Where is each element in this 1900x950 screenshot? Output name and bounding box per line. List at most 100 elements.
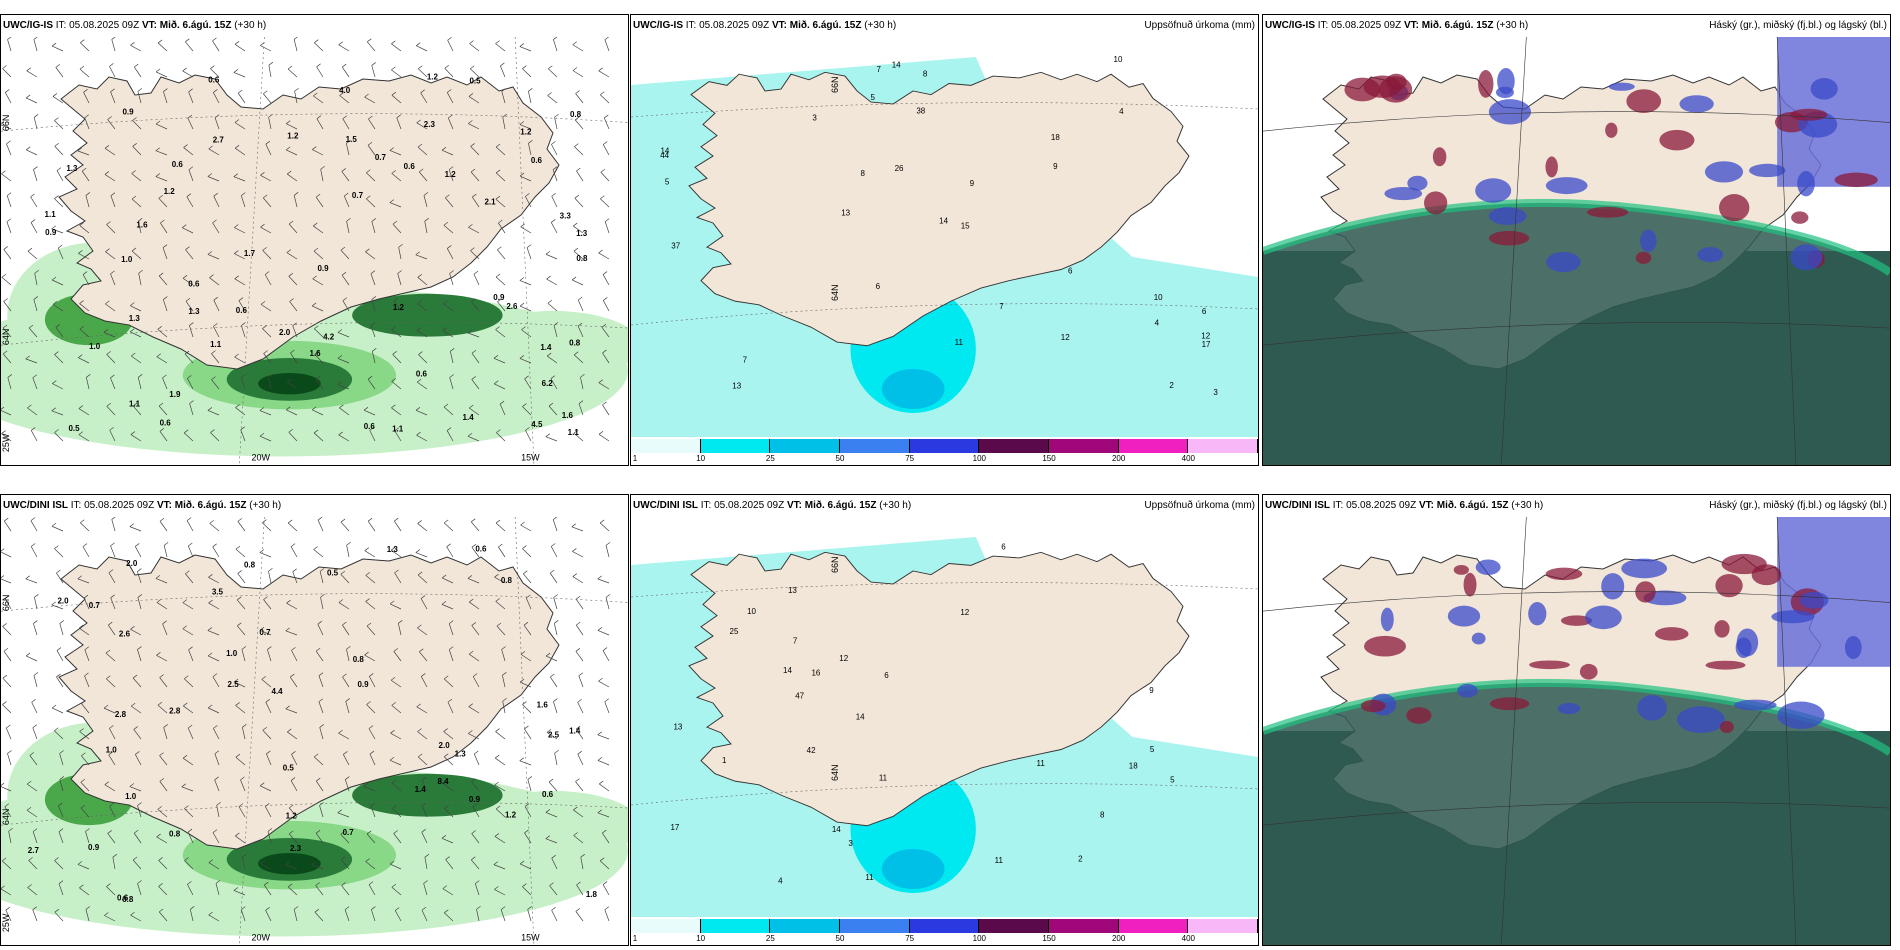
colorbar: 1 10 25 50 75 100 150 200 400 [631,439,1258,465]
precip-value: 0.6 [208,75,220,84]
colorbar-tick: 400 [1181,454,1196,463]
accum-value: 16 [811,669,820,678]
lead-time: (+30 h) [1511,500,1544,511]
iceland-land [688,71,1190,347]
panel-dini-wind-precip: UWC/DINI ISL IT: 05.08.2025 09Z VT: Mið.… [0,494,629,946]
panel-dini-accum-precip: UWC/DINI ISL IT: 05.08.2025 09Z VT: Mið.… [630,494,1259,946]
it-value: 05.08.2025 09Z [699,20,770,31]
colorbar-tick: 25 [765,454,775,463]
panel-title: Háský (gr.), miðský (fj.bl.) og lágský (… [1709,20,1887,31]
axis-label: 66N [830,556,840,573]
wind-barbs [1,517,611,922]
precip-value: 1.5 [346,135,358,144]
colorbar-swatch [1188,439,1258,453]
axis-label: 66N [1,595,11,612]
precip-value: 0.9 [357,680,369,689]
precip-value: 2.6 [119,629,131,638]
colorbar-tick: 100 [972,454,987,463]
precip-value: 0.5 [68,424,80,433]
precip-value: 1.2 [287,131,299,140]
iceland-land [688,551,1190,827]
model-label: UWC/DINI ISL [3,500,68,511]
accum-value: 13 [788,586,797,595]
it-label: IT: [700,500,712,511]
accum-value: 14 [892,61,901,70]
precip-value: 0.6 [404,162,416,171]
precip-value: 0.6 [117,893,129,902]
accum-value: 12 [960,608,969,617]
accum-value: 26 [895,164,904,173]
precip-value: 3.5 [212,587,224,596]
accum-value: 12 [1061,333,1070,342]
vt-label: VT: Mið. 6.ágú. 15Z [786,500,877,511]
map-svg: 66N 64N 25W 20W 15W 3.3 0.6 1.3 1.7 0.8 0.6 1.2 1.4 1… [1,37,628,465]
colorbar-swatch [840,439,910,453]
accum-value: 5 [871,93,876,102]
it-label: IT: [1317,20,1329,31]
accum-value: 25 [730,627,739,636]
accum-value: 14 [832,825,841,834]
accum-value: 4 [778,876,783,885]
precip-value: 1.3 [188,307,200,316]
model-label: UWC/IG-IS [633,20,683,31]
iceland-land [58,74,560,370]
accum-value: 15 [961,221,970,230]
colorbar-tick: 10 [696,934,706,943]
accum-value: 3 [812,114,817,123]
precip-value: 2.1 [484,198,496,207]
colorbar-swatch [840,919,910,933]
vt-label: VT: Mið. 6.ágú. 15Z [771,20,862,31]
precip-value: 4.0 [339,86,351,95]
precip-value: 0.8 [169,830,181,839]
it-value: 05.08.2025 09Z [84,500,155,511]
precip-value: 2.5 [548,730,560,739]
precip-value: 0.8 [122,895,134,904]
panel-header: UWC/IG-IS IT: 05.08.2025 09Z VT: Mið. 6.… [631,15,1258,37]
accum-value: 11 [879,773,888,782]
precip-value: 0.6 [364,422,376,431]
it-value: 05.08.2025 09Z [69,20,140,31]
colorbar-tick: 1 [632,454,638,463]
colorbar-tick: 10 [696,454,706,463]
lead-time: (+30 h) [864,20,897,31]
map-svg [1263,517,1890,945]
accum-value: 44 [660,151,669,160]
axis-label: 64N [830,764,840,781]
precip-value: 1.2 [393,303,405,312]
colorbar-swatch [979,919,1049,933]
accum-value: 3 [1213,388,1218,397]
precip-value: 1.1 [392,425,404,434]
colorbar: 1 10 25 50 75 100 150 200 400 [631,919,1258,945]
accum-value: 7 [876,65,881,74]
precip-value: 1.8 [586,890,598,899]
accum-value: 3 [848,839,853,848]
colorbar-swatch [770,439,840,453]
precip-value: 0.6 [188,279,200,288]
vt-label: VT: Mið. 6.ágú. 15Z [156,500,247,511]
precip-value: 0.7 [89,601,101,610]
map-area: 66N 64N 25W 20W 15W 3.3 0.6 1.3 1.7 0.8 0.6 1.2 1.4 1… [1,37,628,465]
precip-value: 0.8 [569,338,581,347]
colorbar-tick: 1 [632,934,638,943]
panel-header: UWC/IG-IS IT: 05.08.2025 09Z VT: Mið. 6.… [1263,15,1890,37]
precip-value: 0.8 [570,110,582,119]
accum-value: 9 [1053,162,1058,171]
panel-dini-clouds: UWC/DINI ISL IT: 05.08.2025 09Z VT: Mið.… [1262,494,1891,946]
panel-header: UWC/DINI ISL IT: 05.08.2025 09Z VT: Mið.… [1,495,628,517]
accum-value: 17 [1202,340,1211,349]
precip-value: 2.0 [279,328,291,337]
precip-value: 0.8 [576,254,588,263]
accum-value: 42 [807,746,816,755]
precip-value: 2.3 [424,120,436,129]
panel-igis-accum-precip: UWC/IG-IS IT: 05.08.2025 09Z VT: Mið. 6.… [630,14,1259,466]
accum-value: 9 [970,179,975,188]
precip-value: 2.6 [506,302,518,311]
graticule [1,37,628,465]
precip-value: 0.5 [327,568,339,577]
map-svg: 66N64N3251061583761491213121118261437441… [631,37,1258,437]
precip-value: 1.4 [415,785,427,794]
cloud-layers [1263,517,1890,945]
axis-label: 25W [1,913,11,932]
precip-value: 0.9 [493,293,505,302]
